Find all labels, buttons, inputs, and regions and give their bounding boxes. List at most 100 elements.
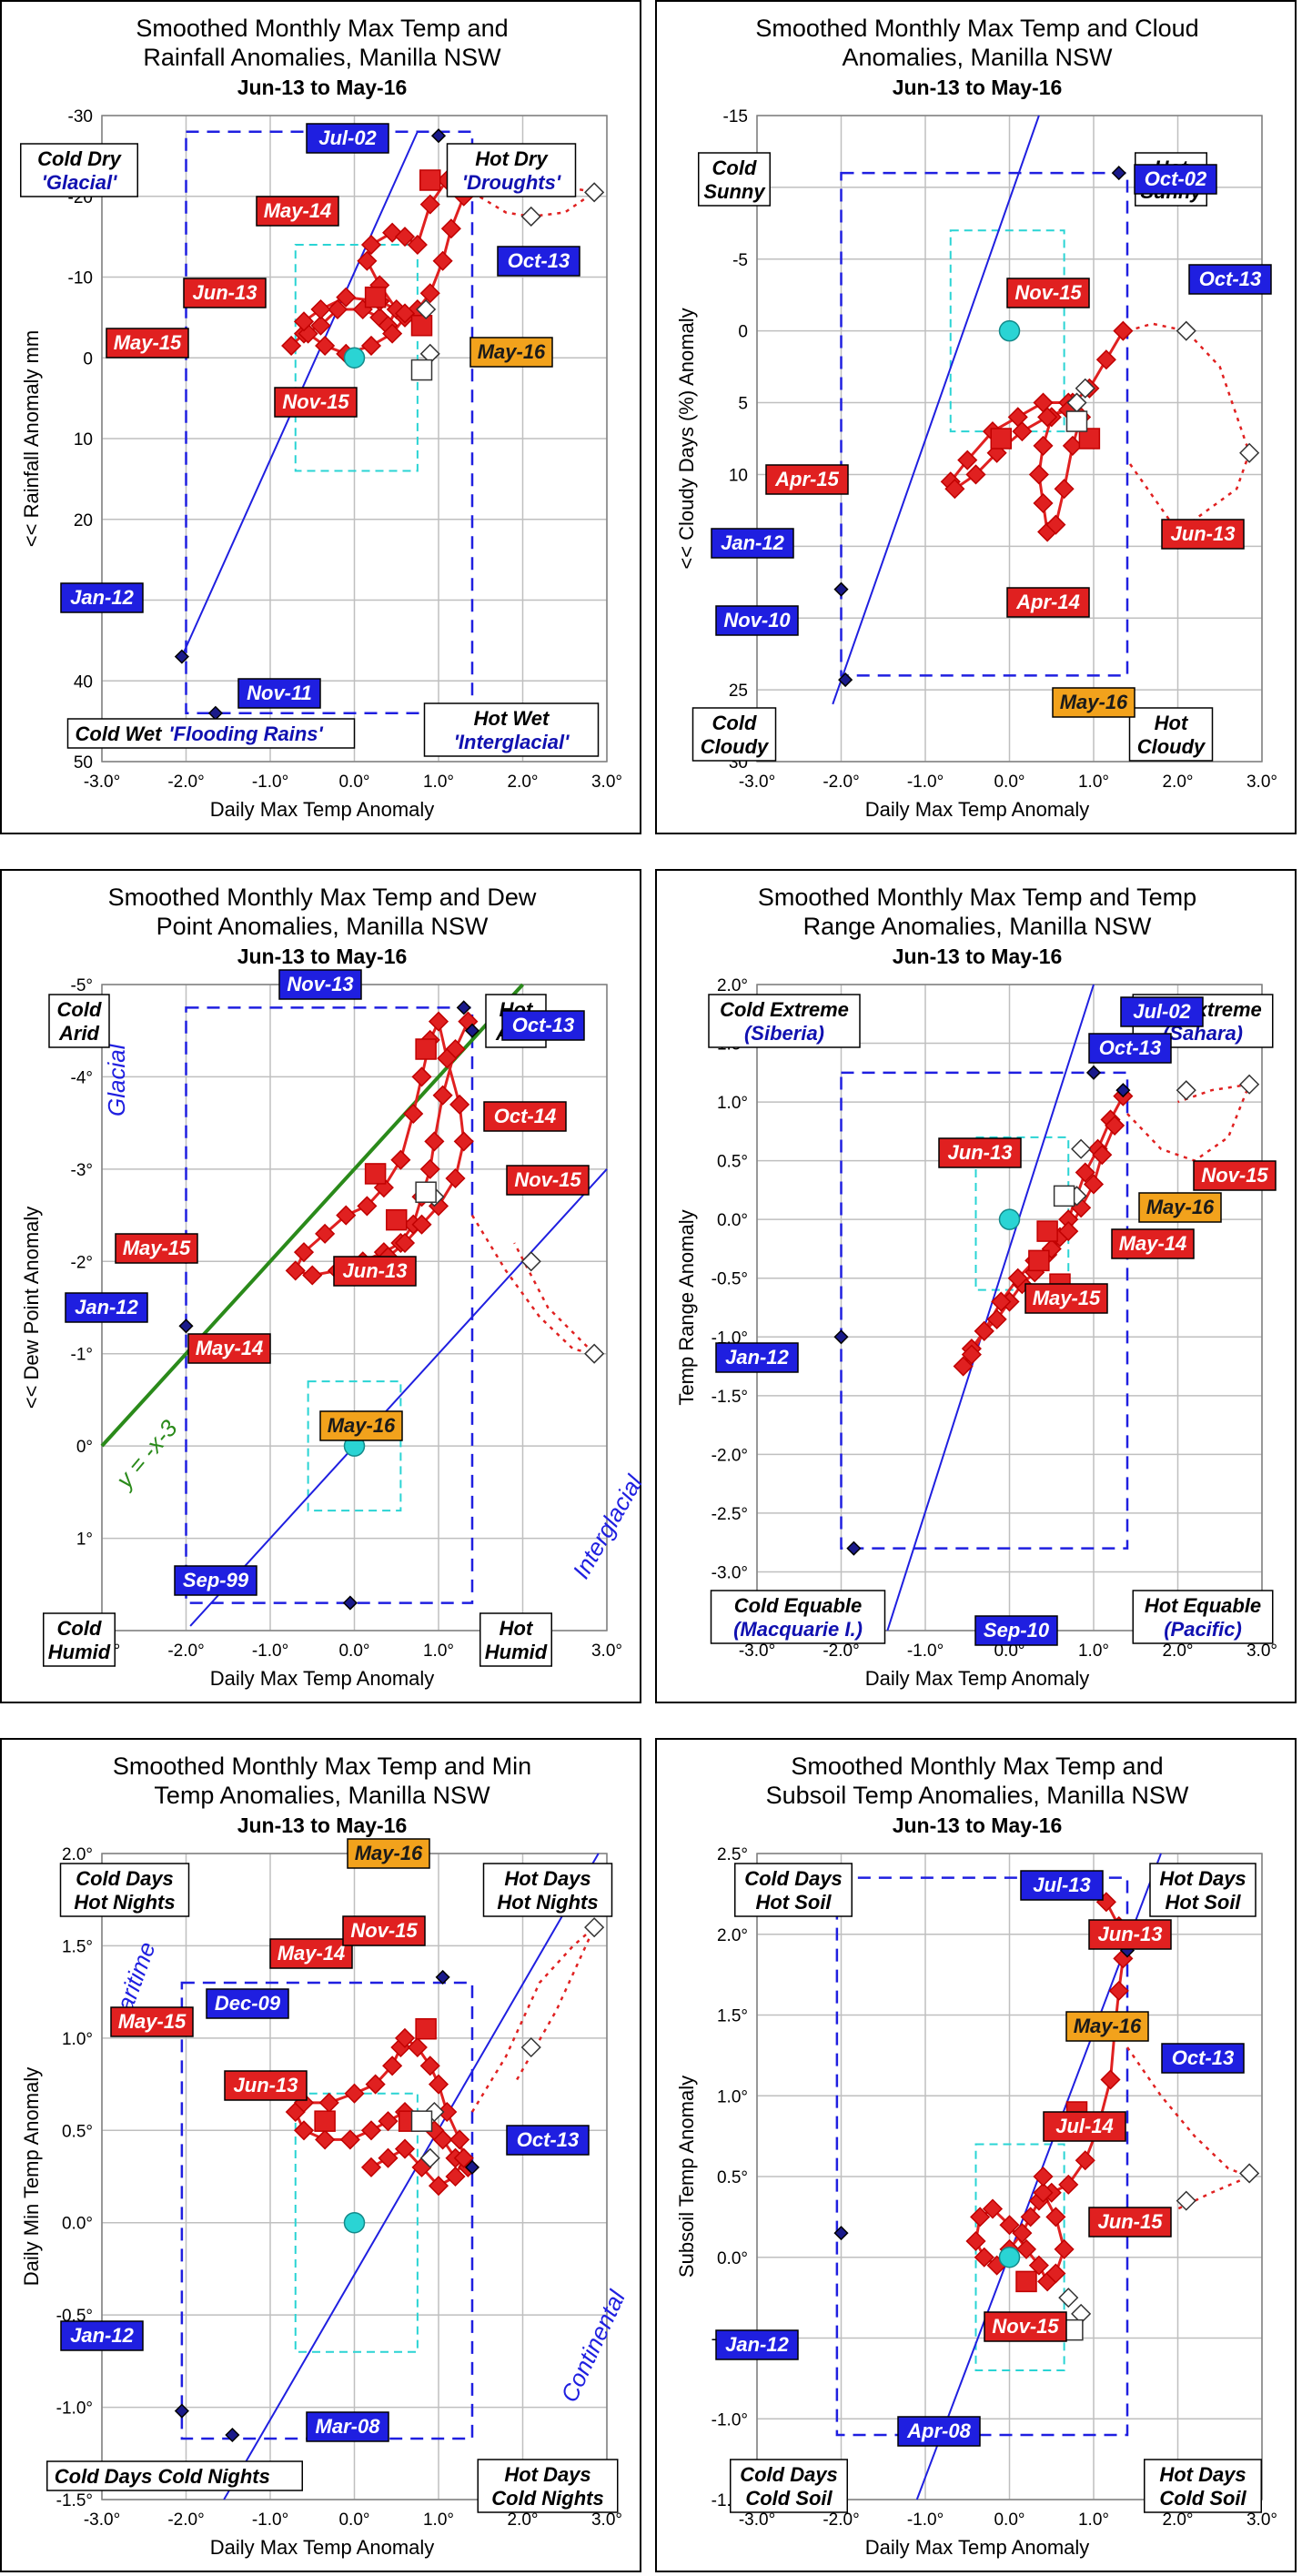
chart-title-line1: Smoothed Monthly Max Temp and Temp	[758, 884, 1196, 911]
y-axis-label: Subsoil Temp Anomaly	[675, 2076, 698, 2278]
quadrant-subtitle: Cold Soil	[1159, 2487, 1246, 2510]
dotted-series-line	[470, 1926, 596, 2113]
series-point	[315, 2129, 336, 2150]
callout-label: Nov-15	[1014, 281, 1082, 304]
series-point	[1045, 2207, 1066, 2227]
x-tick-label: -3.0°	[739, 773, 775, 792]
gridlines	[756, 1853, 1263, 2500]
series-point	[419, 283, 440, 304]
series-point	[318, 2092, 339, 2113]
series-point	[344, 2083, 365, 2104]
callout-label: Jun-13	[234, 2074, 298, 2096]
callout-dec-09: Dec-09	[206, 1988, 289, 2019]
y-tick-label: -2.5°	[712, 1505, 748, 1524]
chart-title-line1: Smoothed Monthly Max Temp and Cloud	[755, 15, 1198, 42]
open-point	[520, 1251, 541, 1272]
series-point	[1012, 421, 1033, 442]
callout-jun-13: Jun-13	[183, 278, 267, 308]
series-point	[1054, 479, 1075, 500]
series-point	[1095, 349, 1116, 370]
callout-jun-15: Jun-15	[1088, 2207, 1172, 2238]
x-axis-label: Daily Max Temp Anomaly	[210, 1667, 435, 1690]
series-point	[453, 1131, 474, 1152]
callout-jun-13: Jun-13	[333, 1256, 417, 1287]
x-axis-label: Daily Max Temp Anomaly	[865, 2536, 1090, 2559]
y-tick-label: -1.0°	[56, 2399, 93, 2419]
callout-label: Oct-13	[1199, 268, 1261, 290]
x-tick-label: -2.0°	[823, 2510, 859, 2530]
record-point	[1115, 1083, 1131, 1098]
series-point	[1020, 2207, 1041, 2227]
quadrant-subtitle: Humid	[48, 1641, 111, 1663]
open-point	[1239, 442, 1260, 463]
series-point	[365, 2074, 386, 2095]
quadrant-subtitle: Arid	[58, 1022, 100, 1045]
callout-label: Jun-13	[948, 1141, 1013, 1164]
callout-nov-15: Nov-15	[506, 1165, 590, 1196]
standard-deviation-box	[294, 244, 419, 472]
x-tick-label: 2.0°	[1162, 1642, 1193, 1661]
series-point	[982, 2198, 1004, 2219]
record-point	[435, 1969, 450, 1985]
chart-panel-dewpoint: Smoothed Monthly Max Temp and Dew Point A…	[0, 869, 643, 1703]
series-point	[293, 2120, 315, 2141]
series-point	[1033, 2166, 1054, 2187]
quadrant-subtitle: Hot Nights	[497, 1891, 598, 1914]
quadrant-subtitle: 'Droughts'	[462, 171, 561, 194]
series-point	[394, 2138, 416, 2159]
callout-nov-11: Nov-11	[237, 678, 321, 709]
x-tick-label: -2.0°	[167, 773, 204, 792]
callout-jan-12: Jan-12	[715, 1342, 799, 1373]
y-tick-label: 5	[738, 395, 748, 414]
quadrant-subtitle: Humid	[485, 1641, 548, 1663]
quadrant-title: Cold Days	[740, 2463, 838, 2486]
callout-may-16: May-16	[1065, 2011, 1149, 2042]
dotted-series-line	[1125, 2046, 1253, 2210]
x-tick-label: -3.0°	[84, 2510, 120, 2530]
quadrant-title: Cold Days Cold Nights	[55, 2465, 270, 2488]
quadrant-label: Hot Equable(Pacific)	[1132, 1590, 1274, 1644]
callout-label: Jul-02	[318, 126, 377, 149]
series-square-point	[419, 169, 441, 191]
callout-jul-13: Jul-13	[1020, 1870, 1104, 1901]
quadrant-subtitle: Cloudy	[701, 735, 770, 758]
open-point	[584, 1343, 605, 1364]
callout-may-15: May-15	[106, 328, 189, 359]
callout-label: Jun-15	[1098, 2210, 1164, 2233]
quadrant-title: Cold	[712, 712, 757, 734]
series-point	[394, 1232, 416, 1254]
plot-area	[174, 128, 605, 721]
callout-label: Jan-12	[70, 586, 134, 609]
regression-line	[832, 115, 1040, 705]
callout-jun-13: Jun-13	[938, 1137, 1022, 1168]
callout-label: Nov-15	[1201, 1164, 1268, 1187]
x-axis-label: Daily Max Temp Anomaly	[210, 798, 435, 821]
x-tick-label: 0.0°	[994, 773, 1024, 792]
y-tick-label: -2°	[71, 1253, 94, 1272]
callout-label: May-16	[328, 1414, 396, 1437]
callout-label: May-14	[264, 199, 332, 222]
callout-label: Nov-15	[350, 1919, 418, 1942]
callout-label: Nov-15	[992, 2315, 1059, 2338]
callout-oct-14: Oct-14	[483, 1101, 567, 1132]
callout-jan-12: Jan-12	[60, 2320, 144, 2351]
x-axis-label: Daily Max Temp Anomaly	[865, 798, 1090, 821]
historic-range-box	[840, 1071, 1129, 1550]
callout-may-16: May-16	[469, 337, 553, 368]
callout-label: Jun-13	[193, 281, 257, 304]
chart-title-line1: Smoothed Monthly Max Temp and	[136, 15, 508, 42]
callout-label: Jan-12	[721, 531, 784, 554]
chart-title-line1: Smoothed Monthly Max Temp and Min	[113, 1753, 531, 1780]
series-point	[360, 234, 382, 256]
origin-point	[998, 319, 1021, 342]
x-tick-label: -3.0°	[84, 773, 120, 792]
chart-title-line2: Rainfall Anomalies, Manilla NSW	[143, 44, 501, 71]
series-point	[315, 335, 336, 356]
record-point	[838, 672, 853, 688]
series-point	[302, 1265, 323, 1286]
y-tick-label: 1°	[76, 1530, 93, 1550]
chart-panel-mintemp: Smoothed Monthly Max Temp and Min Temp An…	[0, 1738, 641, 2572]
series-point	[293, 1242, 315, 1263]
x-tick-label: -1.0°	[907, 2510, 944, 2530]
